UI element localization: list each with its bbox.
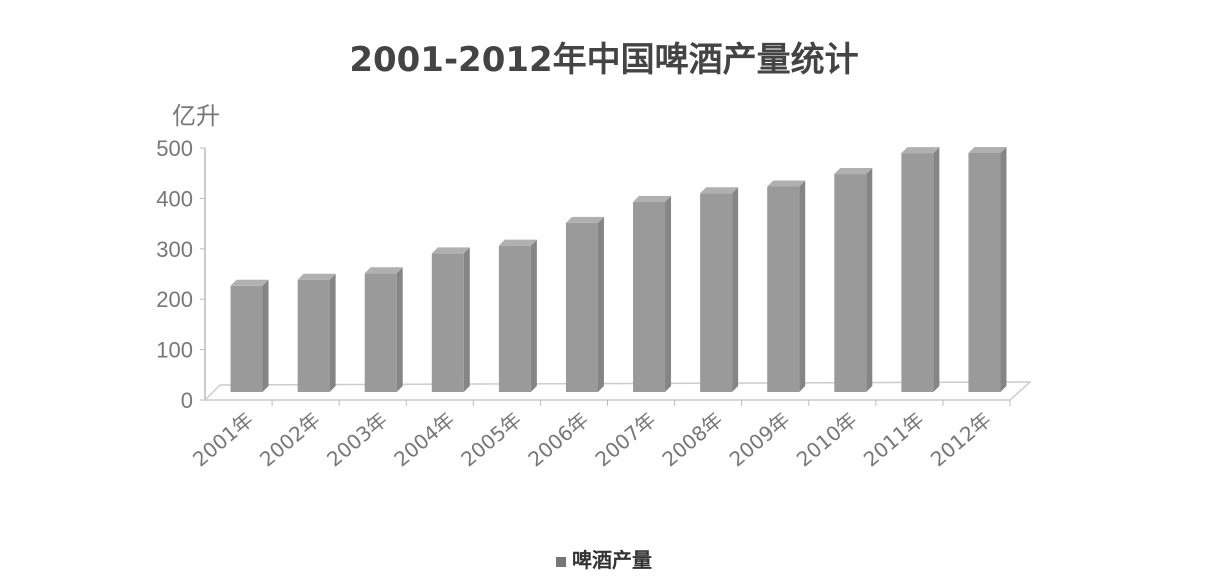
x-tick-label: 2002年 (255, 407, 325, 471)
y-tick-label: 300 (156, 237, 193, 262)
bar-top (700, 187, 739, 194)
bar-top (968, 146, 1007, 153)
x-tick-label: 2003年 (322, 407, 392, 471)
bar-side (866, 168, 873, 392)
bar-top (834, 168, 873, 175)
bar-top (565, 216, 604, 223)
x-tick-label: 2004年 (389, 407, 459, 471)
bar-side (799, 180, 806, 392)
bar (297, 279, 330, 392)
chart-title: 2001-2012年中国啤酒产量统计 (349, 40, 859, 80)
x-tick-label: 2010年 (792, 407, 862, 471)
x-tick-label: 2012年 (926, 407, 996, 471)
y-axis-label: 亿升 (172, 102, 220, 130)
y-tick-label: 100 (156, 338, 193, 363)
x-tick-label: 2009年 (725, 407, 795, 471)
x-tick-label: 2008年 (658, 407, 728, 471)
x-tick-label: 2007年 (591, 407, 661, 471)
bar-side (933, 147, 940, 392)
bar (901, 153, 934, 392)
bar (968, 152, 1001, 392)
bar-top (230, 279, 269, 286)
bar-top (364, 267, 403, 274)
bar-side (530, 239, 537, 392)
bar-side (262, 279, 269, 392)
x-tick-label: 2011年 (859, 407, 929, 471)
x-tick-label: 2001年 (188, 407, 258, 471)
y-tick-label: 0 (181, 388, 193, 413)
bar-top (767, 180, 806, 187)
bar-top (431, 247, 470, 254)
bar (431, 253, 464, 392)
bar (364, 273, 397, 392)
bar-side (463, 247, 470, 392)
bar (700, 193, 733, 392)
bar (834, 174, 867, 392)
bar (767, 186, 800, 392)
legend-swatch (556, 556, 566, 567)
y-tick-label: 400 (156, 186, 193, 211)
y-tick-label: 200 (156, 287, 193, 312)
bar-top (633, 195, 672, 202)
bar-side (732, 187, 739, 392)
x-tick-label: 2006年 (523, 407, 593, 471)
bar-side (396, 267, 403, 392)
bar-top (498, 239, 537, 246)
bar-side (597, 216, 604, 392)
bar (565, 222, 598, 392)
bar-side (329, 273, 336, 392)
y-tick-label: 500 (156, 136, 193, 161)
bar (498, 245, 531, 392)
bar (633, 201, 666, 392)
x-tick-label: 2005年 (456, 407, 526, 471)
bar-top (297, 273, 336, 280)
bar-side (665, 195, 672, 392)
legend: 啤酒产量 (0, 544, 1208, 573)
bar-top (901, 147, 940, 154)
legend-label: 啤酒产量 (572, 548, 652, 572)
bar-side (1000, 146, 1007, 392)
bar (230, 285, 263, 392)
